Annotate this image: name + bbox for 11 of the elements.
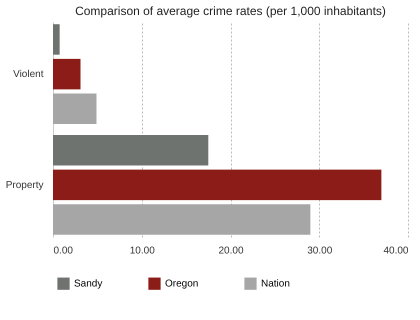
chart-title: Comparison of average crime rates (per 1,000 inhabitants) xyxy=(75,4,386,18)
y-tick-label: Violent xyxy=(13,69,44,80)
x-tick-label: 0.00 xyxy=(54,246,74,256)
x-tick-label: 10.00 xyxy=(130,246,156,256)
legend-label: Nation xyxy=(261,278,290,290)
y-tick-label: Property xyxy=(6,180,44,191)
x-tick-label: 30.00 xyxy=(307,246,333,256)
legend-label: Oregon xyxy=(165,278,198,290)
x-tick-label: 40.00 xyxy=(383,246,409,256)
x-tick-label: 20.00 xyxy=(218,246,244,256)
legend-label: Sandy xyxy=(74,278,102,290)
